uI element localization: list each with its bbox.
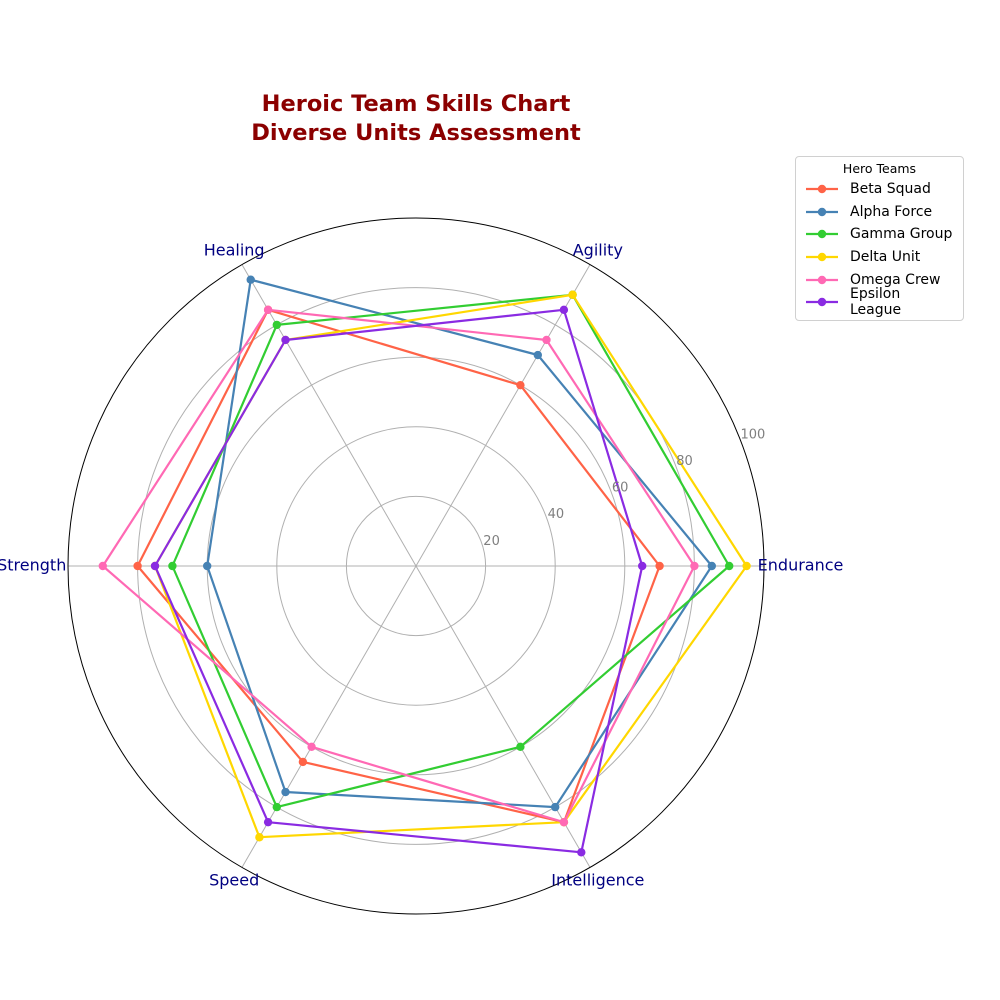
- point-gamma-group-endurance: [725, 561, 734, 571]
- point-beta-squad-speed: [298, 757, 308, 767]
- legend-label-delta-unit: Delta Unit: [850, 249, 921, 266]
- point-gamma-group-speed: [272, 802, 281, 812]
- radial-tick-label-80: 80: [676, 454, 693, 469]
- point-alpha-force-endurance: [707, 561, 716, 571]
- legend-item-epsilon-league: Epsilon League: [804, 286, 955, 318]
- radial-tick-label-60: 60: [612, 481, 629, 496]
- point-omega-crew-strength: [98, 561, 108, 571]
- legend-swatch-gamma-group: [806, 230, 838, 239]
- axis-label-intelligence: Intelligence: [551, 870, 644, 889]
- point-gamma-group-healing: [272, 320, 281, 330]
- legend-swatch-epsilon-league: [806, 298, 838, 307]
- point-epsilon-league-intelligence: [577, 848, 586, 857]
- legend-label-beta-squad: Beta Squad: [850, 181, 931, 198]
- point-omega-crew-speed: [307, 742, 316, 752]
- spoke-intelligence: [415, 565, 591, 868]
- legend-item-alpha-force: Alpha Force: [804, 201, 955, 224]
- point-epsilon-league-agility: [559, 305, 569, 315]
- series-layer: [98, 275, 751, 857]
- point-alpha-force-intelligence: [551, 802, 560, 812]
- point-omega-crew-agility: [542, 335, 551, 345]
- spoke-healing: [241, 264, 417, 567]
- point-beta-squad-strength: [133, 561, 142, 571]
- legend-swatch-beta-squad: [806, 185, 838, 194]
- point-epsilon-league-strength: [150, 561, 160, 571]
- spoke-speed: [241, 565, 417, 868]
- legend-label-alpha-force: Alpha Force: [850, 203, 933, 220]
- chart-title: Heroic Team Skills Chart Diverse Units As…: [251, 91, 581, 146]
- outer-frame: [67, 217, 765, 915]
- point-beta-squad-agility: [516, 380, 525, 390]
- series-line-gamma-group: [171, 293, 731, 809]
- legend-items: Beta Squad Alpha Force Gamma Group Delta Un…: [804, 178, 955, 318]
- legend-item-delta-unit: Delta Unit: [804, 246, 955, 269]
- point-epsilon-league-speed: [263, 817, 273, 827]
- point-gamma-group-intelligence: [516, 742, 525, 752]
- legend-item-beta-squad: Beta Squad: [804, 178, 955, 201]
- point-delta-unit-speed: [255, 833, 264, 842]
- axis-label-speed: Speed: [209, 870, 259, 889]
- point-omega-crew-intelligence: [559, 817, 569, 827]
- radial-tick-label-100: 100: [741, 427, 766, 442]
- legend-swatch-delta-unit: [806, 252, 838, 262]
- legend-swatch-omega-crew: [806, 275, 838, 284]
- point-alpha-force-strength: [203, 561, 212, 571]
- point-delta-unit-agility: [568, 290, 577, 299]
- point-delta-unit-endurance: [742, 561, 751, 571]
- point-omega-crew-endurance: [690, 561, 699, 571]
- point-omega-crew-healing: [263, 305, 273, 315]
- axis-label-agility: Agility: [573, 241, 623, 260]
- point-alpha-force-healing: [246, 275, 255, 284]
- legend-item-omega-crew: Omega Crew: [804, 268, 955, 291]
- radial-tick-label-40: 40: [548, 507, 565, 522]
- legend-label-omega-crew: Omega Crew: [850, 271, 941, 288]
- radial-tick-label-20: 20: [483, 534, 500, 549]
- legend-title: Hero Teams: [842, 161, 917, 176]
- axis-label-strength: Strength: [0, 556, 66, 575]
- spoke-agility: [415, 264, 591, 567]
- axis-label-healing: Healing: [204, 241, 265, 260]
- axis-label-endurance: Endurance: [758, 556, 844, 575]
- point-epsilon-league-healing: [281, 335, 290, 345]
- point-alpha-force-speed: [281, 787, 290, 797]
- legend-item-gamma-group: Gamma Group: [804, 223, 955, 246]
- legend-label-epsilon-league: Epsilon League: [850, 286, 902, 319]
- legend-swatch-alpha-force: [806, 207, 838, 217]
- point-gamma-group-strength: [168, 561, 177, 571]
- point-beta-squad-endurance: [655, 561, 664, 571]
- legend-label-gamma-group: Gamma Group: [850, 226, 953, 243]
- label-layer: 20 40 60 80 100 Endurance Agility Healing Streng…: [0, 241, 843, 890]
- point-epsilon-league-endurance: [638, 561, 647, 571]
- point-alpha-force-agility: [533, 350, 542, 360]
- legend: Hero Teams Beta Squad Alpha Force Gamma Gr…: [795, 156, 964, 321]
